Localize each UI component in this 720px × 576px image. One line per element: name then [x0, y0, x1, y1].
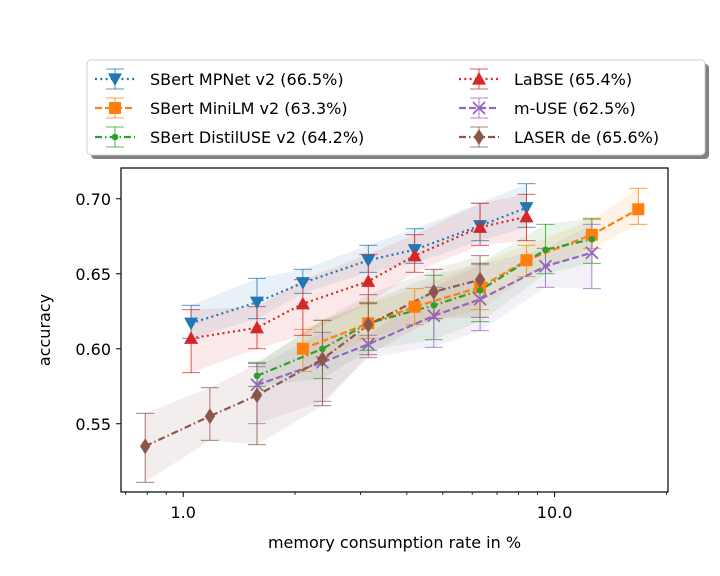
legend-marker: [111, 133, 119, 141]
data-point-4-5: [538, 259, 553, 273]
data-point-5-1: [204, 408, 216, 425]
data-point-4-6: [585, 246, 599, 260]
series-markers: [139, 202, 645, 455]
data-point-1-6: [632, 203, 645, 216]
x-axis-label: memory consumption rate in %: [268, 533, 521, 552]
data-point-5-5: [428, 283, 440, 300]
x-tick-label-0: 1.0: [170, 503, 195, 522]
data-point-4-2: [361, 337, 375, 351]
x-tick-label-1: 10.0: [537, 503, 573, 522]
legend-marker: [473, 129, 485, 145]
data-point-2-1: [319, 345, 326, 353]
data-point-0-0: [184, 317, 199, 331]
legend-label: SBert MPNet v2 (66.5%): [150, 70, 344, 89]
data-point-1-0: [296, 342, 309, 355]
legend-item-0: SBert MPNet v2 (66.5%): [95, 68, 344, 90]
series-band-0: [191, 183, 527, 339]
data-point-4-0: [250, 378, 264, 392]
data-point-2-5: [542, 246, 549, 254]
plot-frame: [120, 167, 669, 493]
data-point-3-0: [184, 331, 199, 344]
data-point-3-1: [249, 320, 264, 334]
data-point-5-6: [474, 271, 486, 288]
data-point-3-3: [361, 274, 376, 287]
data-point-1-5: [585, 228, 598, 241]
legend: SBert MPNet v2 (66.5%) SBert MiniLM v2 (6…: [86, 59, 709, 159]
legend-item-4: m-USE (62.5%): [459, 97, 636, 119]
data-point-4-3: [427, 309, 441, 323]
data-point-3-2: [295, 296, 310, 310]
legend-label: m-USE (62.5%): [514, 99, 636, 118]
data-point-5-4: [363, 316, 374, 333]
data-point-2-3: [430, 301, 438, 309]
data-point-5-2: [251, 387, 263, 404]
legend-item-1: SBert MiniLM v2 (63.3%): [95, 97, 348, 119]
data-point-0-3: [361, 254, 376, 268]
legend-marker: [108, 73, 122, 86]
data-point-5-3: [317, 351, 328, 368]
legend-label: LASER de (65.6%): [514, 128, 659, 147]
y-tick-label-2: 0.65: [75, 265, 111, 284]
data-point-2-0: [253, 372, 261, 380]
y-tick-label-0: 0.55: [75, 415, 111, 434]
data-point-1-2: [408, 300, 421, 313]
data-point-2-4: [476, 286, 484, 294]
legend-label: SBert DistilUSE v2 (64.2%): [150, 128, 364, 147]
legend-marker: [472, 72, 486, 85]
legend-label: SBert MiniLM v2 (63.3%): [150, 99, 348, 118]
legend-item-2: SBert DistilUSE v2 (64.2%): [95, 126, 364, 148]
data-point-0-2: [295, 277, 310, 290]
data-point-0-1: [249, 296, 264, 310]
data-point-2-6: [588, 235, 596, 243]
legend-box: [86, 59, 706, 156]
legend-marker: [109, 102, 121, 114]
legend-label: LaBSE (65.4%): [514, 70, 632, 89]
series-band-1: [302, 188, 639, 372]
legend-item-5: LASER de (65.6%): [459, 126, 659, 148]
data-point-5-0: [139, 438, 151, 455]
data-point-4-4: [473, 292, 487, 306]
y-axis-label: accuracy: [35, 294, 54, 366]
data-point-1-4: [520, 254, 533, 267]
legend-marker: [472, 101, 486, 115]
legend-item-3: LaBSE (65.4%): [459, 68, 632, 90]
data-point-3-6: [519, 209, 534, 223]
axes: 1.0 10.0 0.55 0.60 0.65 0.70: [75, 190, 667, 522]
data-point-3-4: [407, 248, 422, 262]
data-point-3-5: [473, 220, 488, 233]
y-tick-label-1: 0.60: [75, 340, 111, 359]
data-point-0-6: [519, 202, 534, 215]
y-tick-label-3: 0.70: [75, 190, 111, 209]
